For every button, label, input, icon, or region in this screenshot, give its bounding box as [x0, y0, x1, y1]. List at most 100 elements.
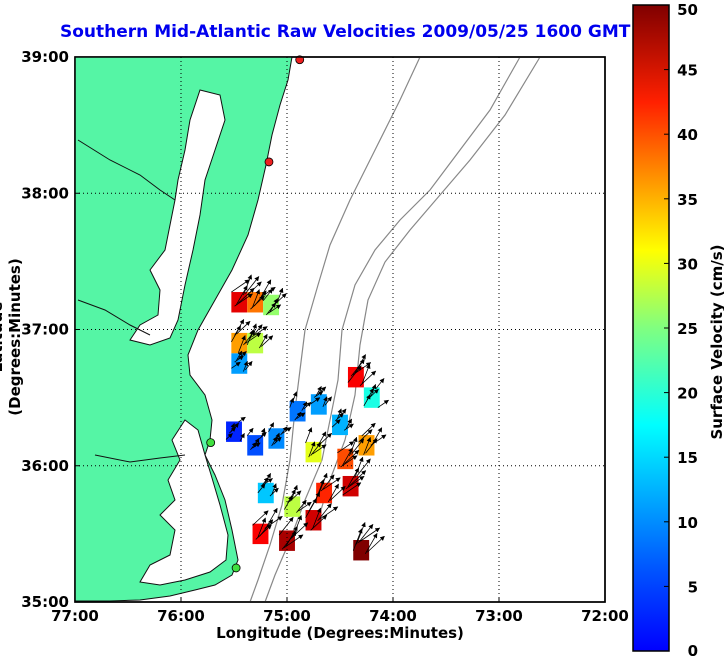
velocity-arrow	[345, 475, 365, 490]
velocity-arrow	[370, 434, 387, 446]
colorbar-label: Surface Velocity (cm/s)	[708, 244, 724, 440]
velocity-arrow	[310, 442, 322, 456]
velocity-arrow	[365, 533, 378, 555]
velocity-arrow	[352, 528, 363, 551]
y-tick-label: 39:00	[21, 48, 69, 66]
velocity-arrow	[343, 423, 354, 431]
velocity-arrow	[361, 422, 376, 437]
colorbar	[632, 4, 670, 652]
velocity-arrow	[317, 503, 332, 522]
velocity-arrow	[375, 378, 385, 389]
y-axis-ticks: 39:00 38:00 37:00 36:00 35:00	[21, 48, 80, 611]
velocity-arrow	[276, 287, 284, 303]
velocity-arrow	[349, 470, 367, 486]
velocity-arrow	[257, 517, 267, 539]
velocity-arrow	[259, 431, 267, 440]
velocity-cell	[257, 482, 274, 504]
velocity-arrow	[359, 370, 377, 386]
albemarle-sound	[94, 454, 186, 463]
velocity-arrow	[354, 456, 364, 478]
potomac-river	[77, 139, 176, 201]
velocity-arrow	[246, 427, 254, 436]
bathymetry-contour	[249, 56, 421, 603]
y-tick-label: 37:00	[21, 321, 69, 339]
velocity-arrow	[246, 329, 254, 346]
velocity-arrow	[344, 449, 360, 465]
x-tick-label: 76:00	[157, 607, 205, 625]
velocity-arrow	[363, 436, 372, 455]
velocity-arrow	[308, 441, 316, 458]
bathymetry-contour-3	[317, 56, 541, 521]
velocity-arrow	[310, 514, 328, 531]
velocity-arrow	[372, 427, 383, 444]
velocity-arrow	[255, 524, 272, 540]
velocity-arrow	[231, 279, 250, 293]
velocity-arrow	[246, 281, 262, 296]
colorbar-tick-label: 15	[677, 449, 698, 467]
velocity-arrow	[262, 288, 273, 302]
velocity-arrow	[368, 388, 379, 399]
colorbar-tick-label: 40	[677, 126, 698, 144]
velocity-arrow	[234, 355, 244, 363]
velocity-cell	[353, 540, 370, 561]
velocity-arrow	[260, 335, 274, 347]
velocity-arrow	[318, 472, 328, 493]
velocity-arrow	[289, 490, 302, 502]
velocity-arrow	[324, 396, 332, 406]
colorbar-ticks: 0 5 10 15 20 25 30 35 40 45 50	[664, 1, 698, 659]
velocity-arrow	[312, 507, 322, 529]
velocity-arrow	[356, 458, 371, 477]
velocity-arrow	[252, 510, 269, 526]
x-tick-label: 74:00	[369, 607, 417, 625]
velocity-arrow	[296, 499, 307, 513]
velocity-arrow	[252, 324, 263, 338]
x-tick-label: 73:00	[475, 607, 523, 625]
velocity-arrow	[228, 426, 237, 434]
velocity-arrow	[250, 441, 257, 451]
station-marker	[264, 157, 274, 167]
velocity-cell	[247, 292, 264, 313]
velocity-arrow	[358, 524, 374, 544]
y-tick-label: 35:00	[21, 593, 69, 611]
velocity-arrow	[365, 438, 378, 454]
velocity-arrow	[234, 319, 245, 336]
velocity-arrow	[349, 436, 358, 457]
velocity-arrow	[356, 522, 366, 545]
station-marker	[231, 563, 241, 573]
velocity-arrow	[312, 444, 327, 455]
colorbar-tick-label: 45	[677, 62, 698, 80]
velocity-cell	[279, 530, 295, 551]
velocity-arrow	[361, 363, 371, 385]
velocity-arrow	[310, 397, 321, 405]
x-tick-label: 72:00	[581, 607, 629, 625]
velocity-arrow	[257, 483, 266, 494]
y-tick-label: 38:00	[21, 184, 69, 202]
velocity-arrow	[366, 387, 374, 400]
velocity-arrow	[352, 362, 372, 375]
velocity-arrow	[334, 412, 344, 422]
velocity-arrow	[320, 474, 335, 492]
velocity-arrow	[327, 483, 339, 503]
velocity-arrow	[254, 326, 268, 336]
pamlico-sound	[139, 419, 229, 586]
velocity-arrow	[294, 411, 302, 421]
velocity-arrow	[268, 304, 282, 314]
velocity-arrow	[266, 507, 278, 528]
velocity-arrow	[340, 455, 358, 468]
velocity-arrow	[251, 289, 261, 308]
velocity-arrow	[308, 491, 321, 512]
velocity-arrow	[239, 432, 245, 442]
velocity-cell	[252, 523, 269, 545]
station-marker	[206, 438, 216, 447]
velocity-arrow	[273, 436, 282, 445]
colorbar-tick-label: 35	[677, 191, 698, 209]
velocity-arrow	[329, 486, 346, 501]
velocity-arrow	[377, 399, 389, 408]
velocity-arrow	[331, 419, 341, 428]
y-tick-label: 36:00	[21, 457, 69, 475]
velocity-arrow	[260, 279, 272, 297]
velocity-arrow	[360, 527, 381, 542]
velocity-arrow	[236, 321, 251, 335]
velocity-arrow	[234, 293, 253, 307]
